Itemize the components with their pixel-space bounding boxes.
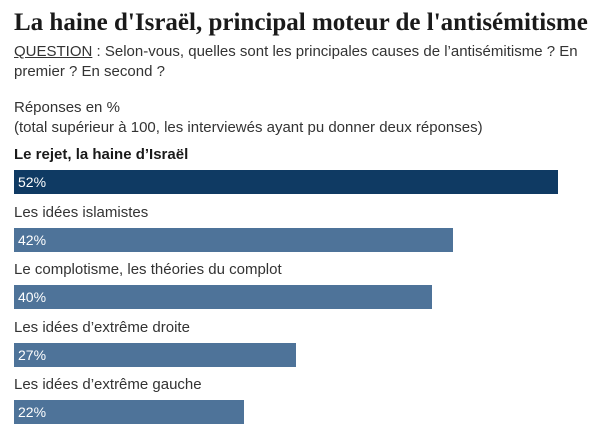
- bar-row: Les idées d’extrême gauche 22%: [14, 375, 590, 433]
- question-label: QUESTION: [14, 43, 93, 60]
- note-explanation: (total supérieur à 100, les interviewés …: [14, 119, 483, 136]
- bar-row: Les idées d’extrême droite 27%: [14, 318, 590, 376]
- bar-value-label: 22%: [18, 404, 47, 420]
- bar-category-label: Les idées d’extrême gauche: [14, 376, 202, 393]
- bar-track: 40%: [14, 285, 590, 309]
- chart-container: La haine d'Israël, principal moteur de l…: [14, 8, 590, 433]
- bar-category-label: Les idées islamistes: [14, 203, 149, 221]
- question-text: QUESTION : Selon-vous, quelles sont les …: [14, 42, 590, 82]
- chart-title: La haine d'Israël, principal moteur de l…: [14, 9, 588, 36]
- bar-track: 22%: [14, 400, 590, 424]
- bar-category-label: Le rejet, la haine d’Israël: [14, 146, 189, 163]
- bar-row: Les idées islamistes 42%: [14, 203, 590, 261]
- chart-note: Réponses en % (total supérieur à 100, le…: [14, 98, 590, 138]
- bar-track: 27%: [14, 342, 590, 367]
- bar-category-label: Les idées d’extrême droite: [14, 318, 190, 336]
- bar-row: Le complotisme, les théories du complot 4…: [14, 260, 590, 318]
- bar-list: Le rejet, la haine d’Israël 52% Les idées …: [14, 145, 590, 433]
- bar-row: Le rejet, la haine d’Israël 52%: [14, 145, 590, 203]
- bar-category-label: Le complotisme, les théories du complot: [14, 261, 282, 278]
- bar-track: 42%: [14, 227, 590, 252]
- note-unit: Réponses en %: [14, 99, 120, 116]
- bar: 42%: [14, 227, 453, 252]
- bar: 40%: [14, 285, 432, 309]
- bar-value-label: 27%: [18, 346, 47, 363]
- bar: 27%: [14, 342, 296, 367]
- bar: 52%: [14, 170, 558, 194]
- question-body: : Selon-vous, quelles sont les principal…: [14, 43, 578, 80]
- bar: 22%: [14, 400, 244, 424]
- bar-value-label: 52%: [18, 174, 47, 190]
- bar-track: 52%: [14, 170, 590, 194]
- bar-value-label: 42%: [18, 231, 47, 248]
- bar-value-label: 40%: [18, 289, 47, 305]
